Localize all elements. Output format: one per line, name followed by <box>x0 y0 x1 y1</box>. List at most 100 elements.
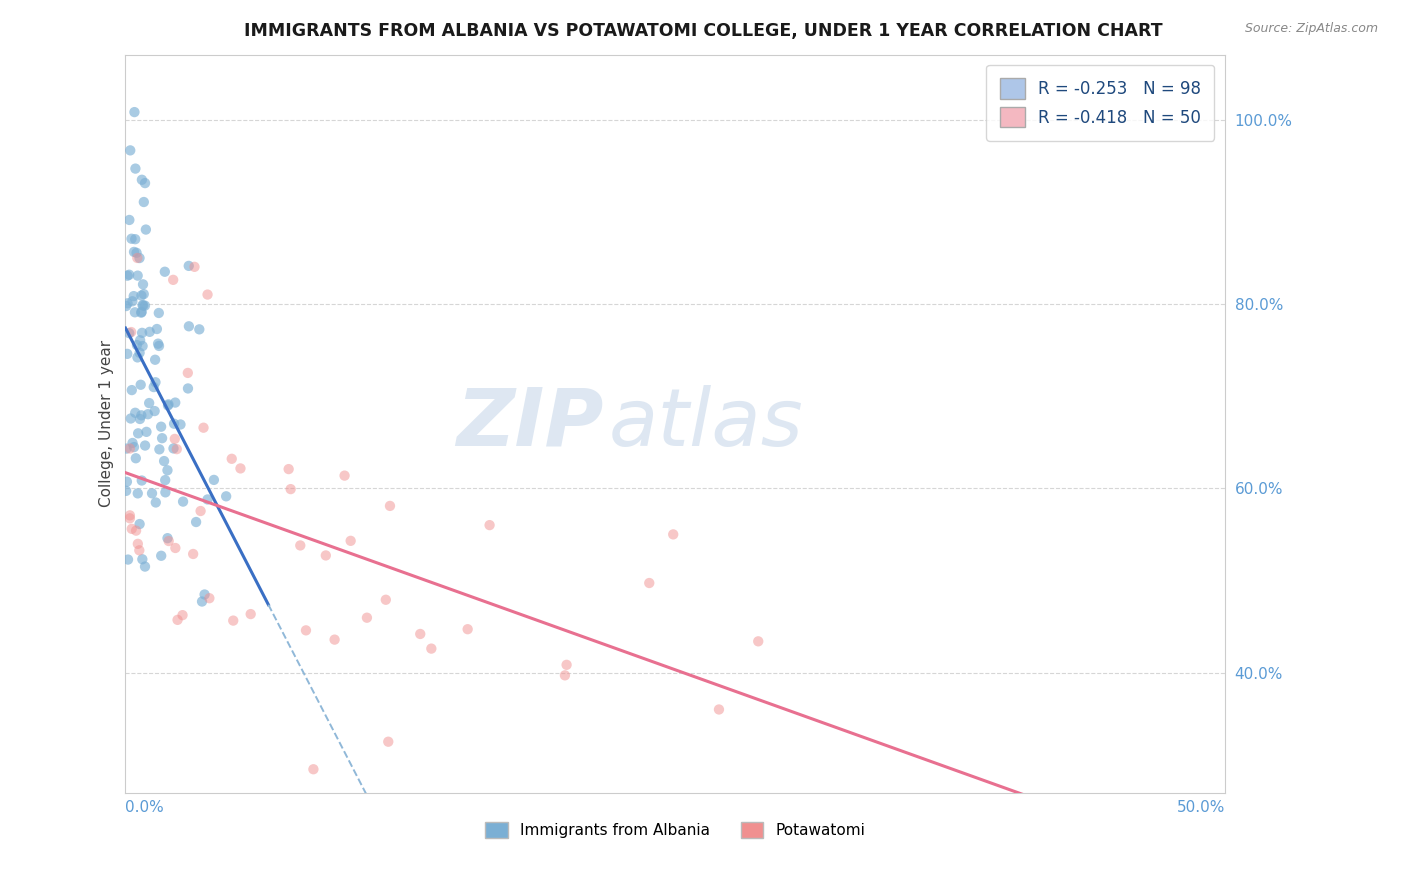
Point <box>420 641 443 656</box>
Point <box>662 527 685 541</box>
Point <box>707 702 730 716</box>
Point <box>198 591 221 606</box>
Point <box>638 576 661 591</box>
Point <box>142 380 165 394</box>
Point <box>127 426 149 441</box>
Point <box>555 657 578 672</box>
Point <box>128 543 150 558</box>
Point <box>333 468 356 483</box>
Point <box>117 268 139 283</box>
Point <box>156 399 179 413</box>
Point <box>162 273 184 287</box>
Point <box>148 306 170 320</box>
Point <box>157 534 180 549</box>
Point <box>374 592 396 607</box>
Point <box>145 495 167 509</box>
Point <box>229 461 252 475</box>
Point <box>115 299 138 313</box>
Point <box>183 260 205 274</box>
Point <box>134 176 156 190</box>
Point <box>121 294 143 309</box>
Point <box>163 432 186 446</box>
Point <box>143 404 166 418</box>
Point <box>378 499 401 513</box>
Point <box>163 417 186 431</box>
Point <box>131 326 153 340</box>
Point <box>323 632 346 647</box>
Point <box>129 333 152 347</box>
Point <box>136 407 159 421</box>
Point <box>356 610 378 624</box>
Text: atlas: atlas <box>609 385 804 463</box>
Point <box>166 613 188 627</box>
Point <box>339 533 361 548</box>
Point <box>177 319 200 334</box>
Point <box>290 538 312 552</box>
Text: IMMIGRANTS FROM ALBANIA VS POTAWATOMI COLLEGE, UNDER 1 YEAR CORRELATION CHART: IMMIGRANTS FROM ALBANIA VS POTAWATOMI CO… <box>243 22 1163 40</box>
Point <box>120 325 142 339</box>
Point <box>143 352 166 367</box>
Point <box>190 504 212 518</box>
Point <box>135 425 157 439</box>
Point <box>131 474 153 488</box>
Point <box>134 299 156 313</box>
Point <box>145 376 167 390</box>
Point <box>150 549 173 563</box>
Legend: R = -0.253   N = 98, R = -0.418   N = 50: R = -0.253 N = 98, R = -0.418 N = 50 <box>987 65 1215 141</box>
Point <box>122 289 145 303</box>
Point <box>120 411 142 425</box>
Point <box>150 419 173 434</box>
Point <box>121 383 143 397</box>
Point <box>121 232 143 246</box>
Point <box>132 277 155 292</box>
Point <box>141 486 163 500</box>
Point <box>457 622 479 636</box>
Point <box>148 339 170 353</box>
Point <box>155 485 177 500</box>
Point <box>124 161 146 176</box>
Text: 0.0%: 0.0% <box>125 800 165 815</box>
Point <box>138 396 160 410</box>
Point <box>129 306 152 320</box>
Point <box>295 624 318 638</box>
Point <box>315 549 337 563</box>
Point <box>177 366 200 380</box>
Point <box>132 298 155 312</box>
Point <box>118 326 141 341</box>
Point <box>131 409 153 423</box>
Point <box>132 287 155 301</box>
Point <box>193 420 215 434</box>
Point <box>156 463 179 477</box>
Point <box>169 417 191 432</box>
Point <box>129 377 152 392</box>
Point <box>194 587 217 601</box>
Point <box>148 442 170 457</box>
Point <box>127 486 149 500</box>
Point <box>221 451 243 466</box>
Point <box>165 541 187 555</box>
Point <box>157 397 180 411</box>
Point <box>131 552 153 566</box>
Point <box>127 537 149 551</box>
Point <box>131 173 153 187</box>
Point <box>118 213 141 227</box>
Point <box>153 454 176 468</box>
Point <box>277 462 299 476</box>
Point <box>181 547 204 561</box>
Point <box>118 268 141 282</box>
Point <box>127 351 149 365</box>
Point <box>197 287 219 301</box>
Point <box>117 552 139 566</box>
Text: Source: ZipAtlas.com: Source: ZipAtlas.com <box>1244 22 1378 36</box>
Point <box>215 489 238 503</box>
Point <box>134 438 156 452</box>
Point <box>280 482 302 496</box>
Point <box>138 325 160 339</box>
Point <box>146 336 169 351</box>
Point <box>131 288 153 302</box>
Point <box>115 442 138 456</box>
Point <box>166 442 188 457</box>
Point <box>197 492 219 507</box>
Point <box>132 194 155 209</box>
Point <box>117 347 139 361</box>
